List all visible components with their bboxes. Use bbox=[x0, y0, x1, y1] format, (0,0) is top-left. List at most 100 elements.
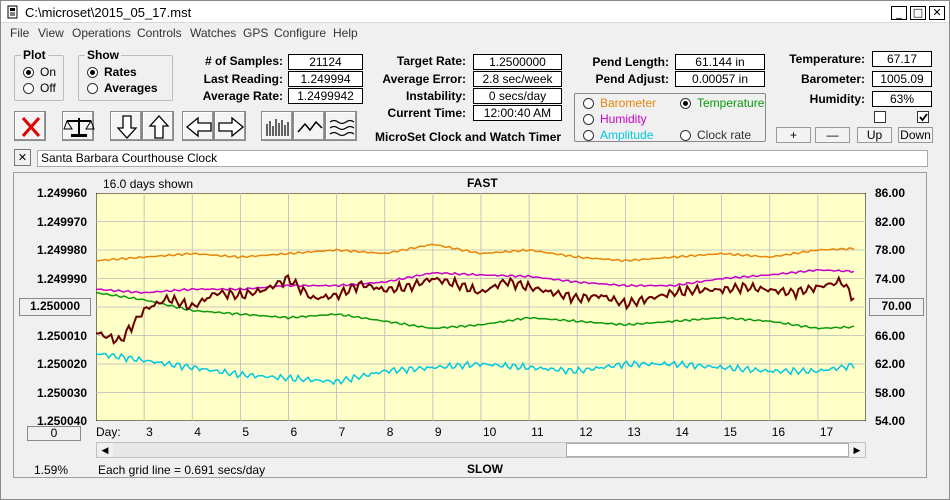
scale-plus-button[interactable]: + bbox=[776, 127, 811, 143]
current-time-field: 12:00:40 AM bbox=[473, 105, 562, 121]
center-rate-button[interactable]: 1.250000 bbox=[19, 298, 91, 316]
clear-clock-name-button[interactable]: ✕ bbox=[14, 149, 31, 166]
x-day-tick: 4 bbox=[194, 425, 201, 439]
plot-off-label: Off bbox=[40, 81, 56, 95]
scale-up-button[interactable]: Up bbox=[857, 127, 892, 143]
scroll-value-field[interactable]: 0 bbox=[27, 426, 81, 441]
checkmark-icon bbox=[919, 113, 928, 122]
y-left-tick: 1.250010 bbox=[36, 328, 87, 343]
scroll-right-arrow-icon[interactable]: ▶ bbox=[849, 443, 865, 457]
maximize-button[interactable]: □ bbox=[910, 6, 926, 20]
arrow-left-button[interactable] bbox=[182, 111, 214, 141]
scale-minus-button[interactable]: — bbox=[815, 127, 850, 143]
instability-field: 0 secs/day bbox=[473, 88, 562, 104]
balance-button[interactable] bbox=[62, 111, 95, 141]
day-axis-label: Day: bbox=[96, 425, 121, 439]
y-right-tick: 58.00 bbox=[875, 385, 906, 400]
y-right-tick: 82.00 bbox=[875, 214, 906, 229]
x-day-tick: 16 bbox=[771, 425, 786, 439]
menu-configure[interactable]: Configure bbox=[274, 26, 327, 40]
bar-graph-button[interactable] bbox=[261, 111, 293, 141]
sensor-clock-rate-radio[interactable] bbox=[680, 130, 691, 141]
line-graph-icon bbox=[297, 120, 323, 133]
sensor-humidity-radio[interactable] bbox=[583, 114, 594, 125]
samples-label: # of Samples: bbox=[204, 54, 283, 68]
show-rates-radio[interactable] bbox=[87, 67, 98, 78]
target-rate-field[interactable]: 1.2500000 bbox=[473, 54, 562, 70]
plot-on-radio[interactable] bbox=[23, 67, 34, 78]
balance-scale-icon bbox=[63, 118, 95, 137]
menu-controls[interactable]: Controls bbox=[137, 26, 182, 40]
current-time-label: Current Time: bbox=[387, 106, 466, 120]
clear-data-button[interactable] bbox=[14, 111, 46, 141]
x-day-tick: 11 bbox=[531, 425, 544, 439]
menu-view[interactable]: View bbox=[38, 26, 64, 40]
option-checkbox-1[interactable] bbox=[874, 111, 886, 123]
y-left-tick: 1.249970 bbox=[36, 214, 87, 229]
x-day-tick: 17 bbox=[819, 425, 834, 439]
x-day-tick: 14 bbox=[675, 425, 689, 439]
bar-graph-icon bbox=[266, 119, 289, 136]
scrollbar-thumb[interactable] bbox=[566, 443, 849, 457]
arrow-up-icon bbox=[148, 115, 170, 139]
app-caption: MicroSet Clock and Watch Timer bbox=[375, 130, 562, 144]
wave-graph-button[interactable] bbox=[325, 111, 357, 141]
pend-length-label: Pend Length: bbox=[592, 55, 669, 69]
temperature-field: 67.17 bbox=[872, 51, 932, 67]
pend-adjust-field[interactable]: 0.00057 in bbox=[675, 71, 765, 87]
days-shown-label: 16.0 days shown bbox=[103, 177, 194, 191]
title-bar: C:\microset\2015_05_17.mst _ □ ✕ bbox=[1, 1, 949, 23]
last-reading-label: Last Reading: bbox=[203, 72, 283, 86]
arrow-left-icon bbox=[185, 116, 212, 138]
sensor-amplitude-radio[interactable] bbox=[583, 130, 594, 141]
pend-adjust-label: Pend Adjust: bbox=[595, 72, 669, 86]
x-day-tick: 7 bbox=[338, 425, 346, 439]
sensor-barometer-radio[interactable] bbox=[583, 98, 594, 109]
line-graph-button[interactable] bbox=[293, 111, 325, 141]
option-checkbox-2[interactable] bbox=[917, 111, 929, 123]
x-day-tick: 13 bbox=[627, 425, 641, 439]
scroll-left-arrow-icon[interactable]: ◀ bbox=[97, 443, 113, 457]
menu-gps[interactable]: GPS bbox=[243, 26, 269, 40]
menu-operations[interactable]: Operations bbox=[72, 26, 131, 40]
arrow-up-button[interactable] bbox=[142, 111, 174, 141]
wave-icon bbox=[329, 119, 355, 137]
center-temperature-button[interactable]: 70.00 bbox=[869, 298, 924, 316]
menu-watches[interactable]: Watches bbox=[190, 26, 237, 40]
y-right-tick: 86.00 bbox=[875, 186, 906, 200]
temperature-label: Temperature: bbox=[789, 52, 865, 66]
arrow-down-button[interactable] bbox=[110, 111, 142, 141]
sensor-temperature-radio[interactable] bbox=[680, 98, 691, 109]
show-averages-radio[interactable] bbox=[87, 83, 98, 94]
show-averages-label: Averages bbox=[104, 81, 158, 95]
sensor-temperature-label: Temperature bbox=[697, 96, 765, 110]
x-day-tick: 6 bbox=[290, 425, 298, 439]
pend-length-field[interactable]: 61.144 in bbox=[675, 54, 765, 70]
target-rate-label: Target Rate: bbox=[396, 54, 466, 68]
y-left-tick: 1.249980 bbox=[36, 243, 87, 257]
x-day-tick: 3 bbox=[146, 425, 153, 439]
y-right-tick: 54.00 bbox=[875, 414, 906, 428]
show-group-title: Show bbox=[85, 48, 121, 62]
menu-help[interactable]: Help bbox=[333, 26, 358, 40]
show-rates-label: Rates bbox=[104, 65, 137, 79]
window-title: C:\microset\2015_05_17.mst bbox=[25, 5, 192, 20]
red-x-icon bbox=[21, 117, 41, 137]
series-line-clock-rate bbox=[96, 273, 855, 345]
menu-file[interactable]: File bbox=[10, 26, 30, 40]
close-button[interactable]: ✕ bbox=[929, 6, 945, 20]
plot-off-radio[interactable] bbox=[23, 83, 34, 94]
sensor-clock-rate-label: Clock rate bbox=[697, 128, 752, 142]
y-right-tick: 62.00 bbox=[875, 357, 906, 371]
y-left-tick: 1.250030 bbox=[36, 385, 87, 400]
humidity-field: 63% bbox=[872, 91, 932, 107]
series-line-barometer bbox=[96, 243, 855, 263]
average-error-label: Average Error: bbox=[382, 72, 466, 86]
x-day-tick: 15 bbox=[723, 425, 737, 439]
minimize-button[interactable]: _ bbox=[891, 6, 907, 20]
arrow-right-button[interactable] bbox=[214, 111, 246, 141]
series-line-amplitude bbox=[96, 352, 855, 386]
clock-name-field[interactable]: Santa Barbara Courthouse Clock bbox=[37, 150, 928, 167]
scale-down-button[interactable]: Down bbox=[898, 127, 933, 143]
